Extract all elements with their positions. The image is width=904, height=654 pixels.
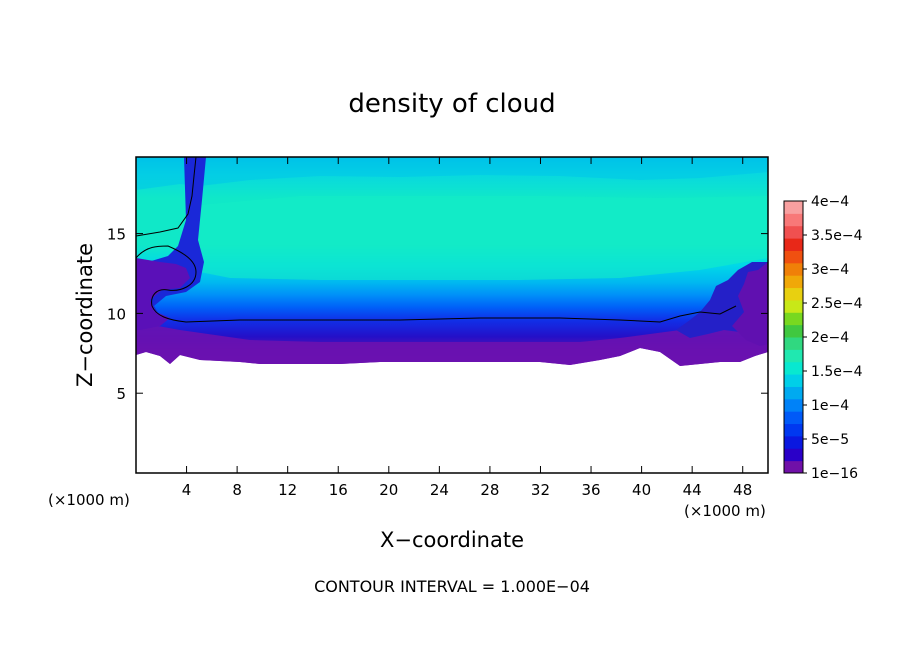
colorbar-segment: [784, 374, 803, 387]
y-axis: 5 10 15: [107, 226, 768, 403]
colorbar-segment: [784, 423, 803, 437]
contour-line: [136, 157, 737, 323]
x-tick-label: 24: [430, 481, 449, 499]
colorbar-label: 2.5e−4: [811, 296, 863, 312]
colorbar-label: 5e−5: [811, 432, 849, 448]
x-tick-label: 12: [278, 481, 297, 499]
field-layer: [136, 157, 768, 473]
left-plume-edge: [136, 258, 190, 330]
x-unit-label-left: (×1000 m): [48, 491, 130, 509]
x-tick-label: 20: [379, 481, 398, 499]
colorbar-segment: [784, 349, 803, 363]
colorbar-label: 1.5e−4: [811, 364, 863, 380]
colorbar-segment: [784, 287, 803, 301]
x-axis: 4 8 12 16 20 24 28 32 36 40 44 48: [182, 157, 752, 499]
y-tick-label: 10: [107, 305, 126, 323]
colorbar-segment: [784, 460, 803, 474]
x-axis-label: X−coordinate: [380, 528, 524, 552]
colorbar-label: 1e−16: [811, 466, 858, 482]
contour-interval-note: CONTOUR INTERVAL = 1.000E−04: [314, 577, 590, 596]
cloud-base-purple: [136, 320, 768, 366]
x-tick-label: 8: [232, 481, 242, 499]
colorbar-segment: [784, 448, 803, 462]
colorbar-segment: [784, 262, 803, 276]
chart-title: density of cloud: [348, 89, 555, 119]
x-tick-label: 40: [632, 481, 651, 499]
colorbar-segment: [784, 225, 803, 239]
x-tick-label: 28: [480, 481, 499, 499]
colorbar-segment: [784, 201, 803, 214]
colorbar-segment: [784, 435, 803, 449]
colorbar-label: 3.5e−4: [811, 228, 863, 244]
colorbar-segment: [784, 324, 803, 338]
x-tick-label: 4: [182, 481, 192, 499]
colorbar-segment: [784, 386, 803, 400]
x-tick-label: 44: [683, 481, 702, 499]
colorbar-label: 1e−4: [811, 398, 849, 414]
x-unit-label-right: (×1000 m): [684, 502, 766, 520]
colorbar-segment: [784, 250, 803, 264]
colorbar-segment: [784, 398, 803, 412]
colorbar-segment: [784, 361, 803, 375]
colorbar-segment: [784, 411, 803, 425]
x-tick-label: 48: [733, 481, 752, 499]
colorbar-segment: [784, 312, 803, 326]
cloud-field-top-band: [136, 157, 768, 190]
x-tick-label: 32: [531, 481, 550, 499]
colorbar: 1e−16 5e−5 1e−4 1.5e−4 2e−4 2.5e−4 3e−4 3.5e−4 4…: [783, 194, 863, 482]
plot-frame: [135, 156, 769, 474]
colorbar-segment: [784, 213, 803, 227]
y-tick-label: 15: [107, 226, 126, 244]
x-tick-label: 36: [581, 481, 600, 499]
colorbar-segment: [784, 299, 803, 313]
x-tick-label: 16: [329, 481, 348, 499]
colorbar-label: 3e−4: [811, 262, 849, 278]
colorbar-segment: [784, 337, 803, 350]
colorbar-segment: [784, 238, 803, 251]
right-plume-edge: [732, 262, 768, 346]
y-tick-label: 5: [116, 385, 126, 403]
colorbar-label: 2e−4: [811, 330, 849, 346]
colorbar-label: 4e−4: [811, 194, 849, 210]
colorbar-segment: [784, 275, 803, 289]
y-axis-label: Z−coordinate: [73, 243, 97, 387]
cloud-field-core: [200, 196, 768, 280]
